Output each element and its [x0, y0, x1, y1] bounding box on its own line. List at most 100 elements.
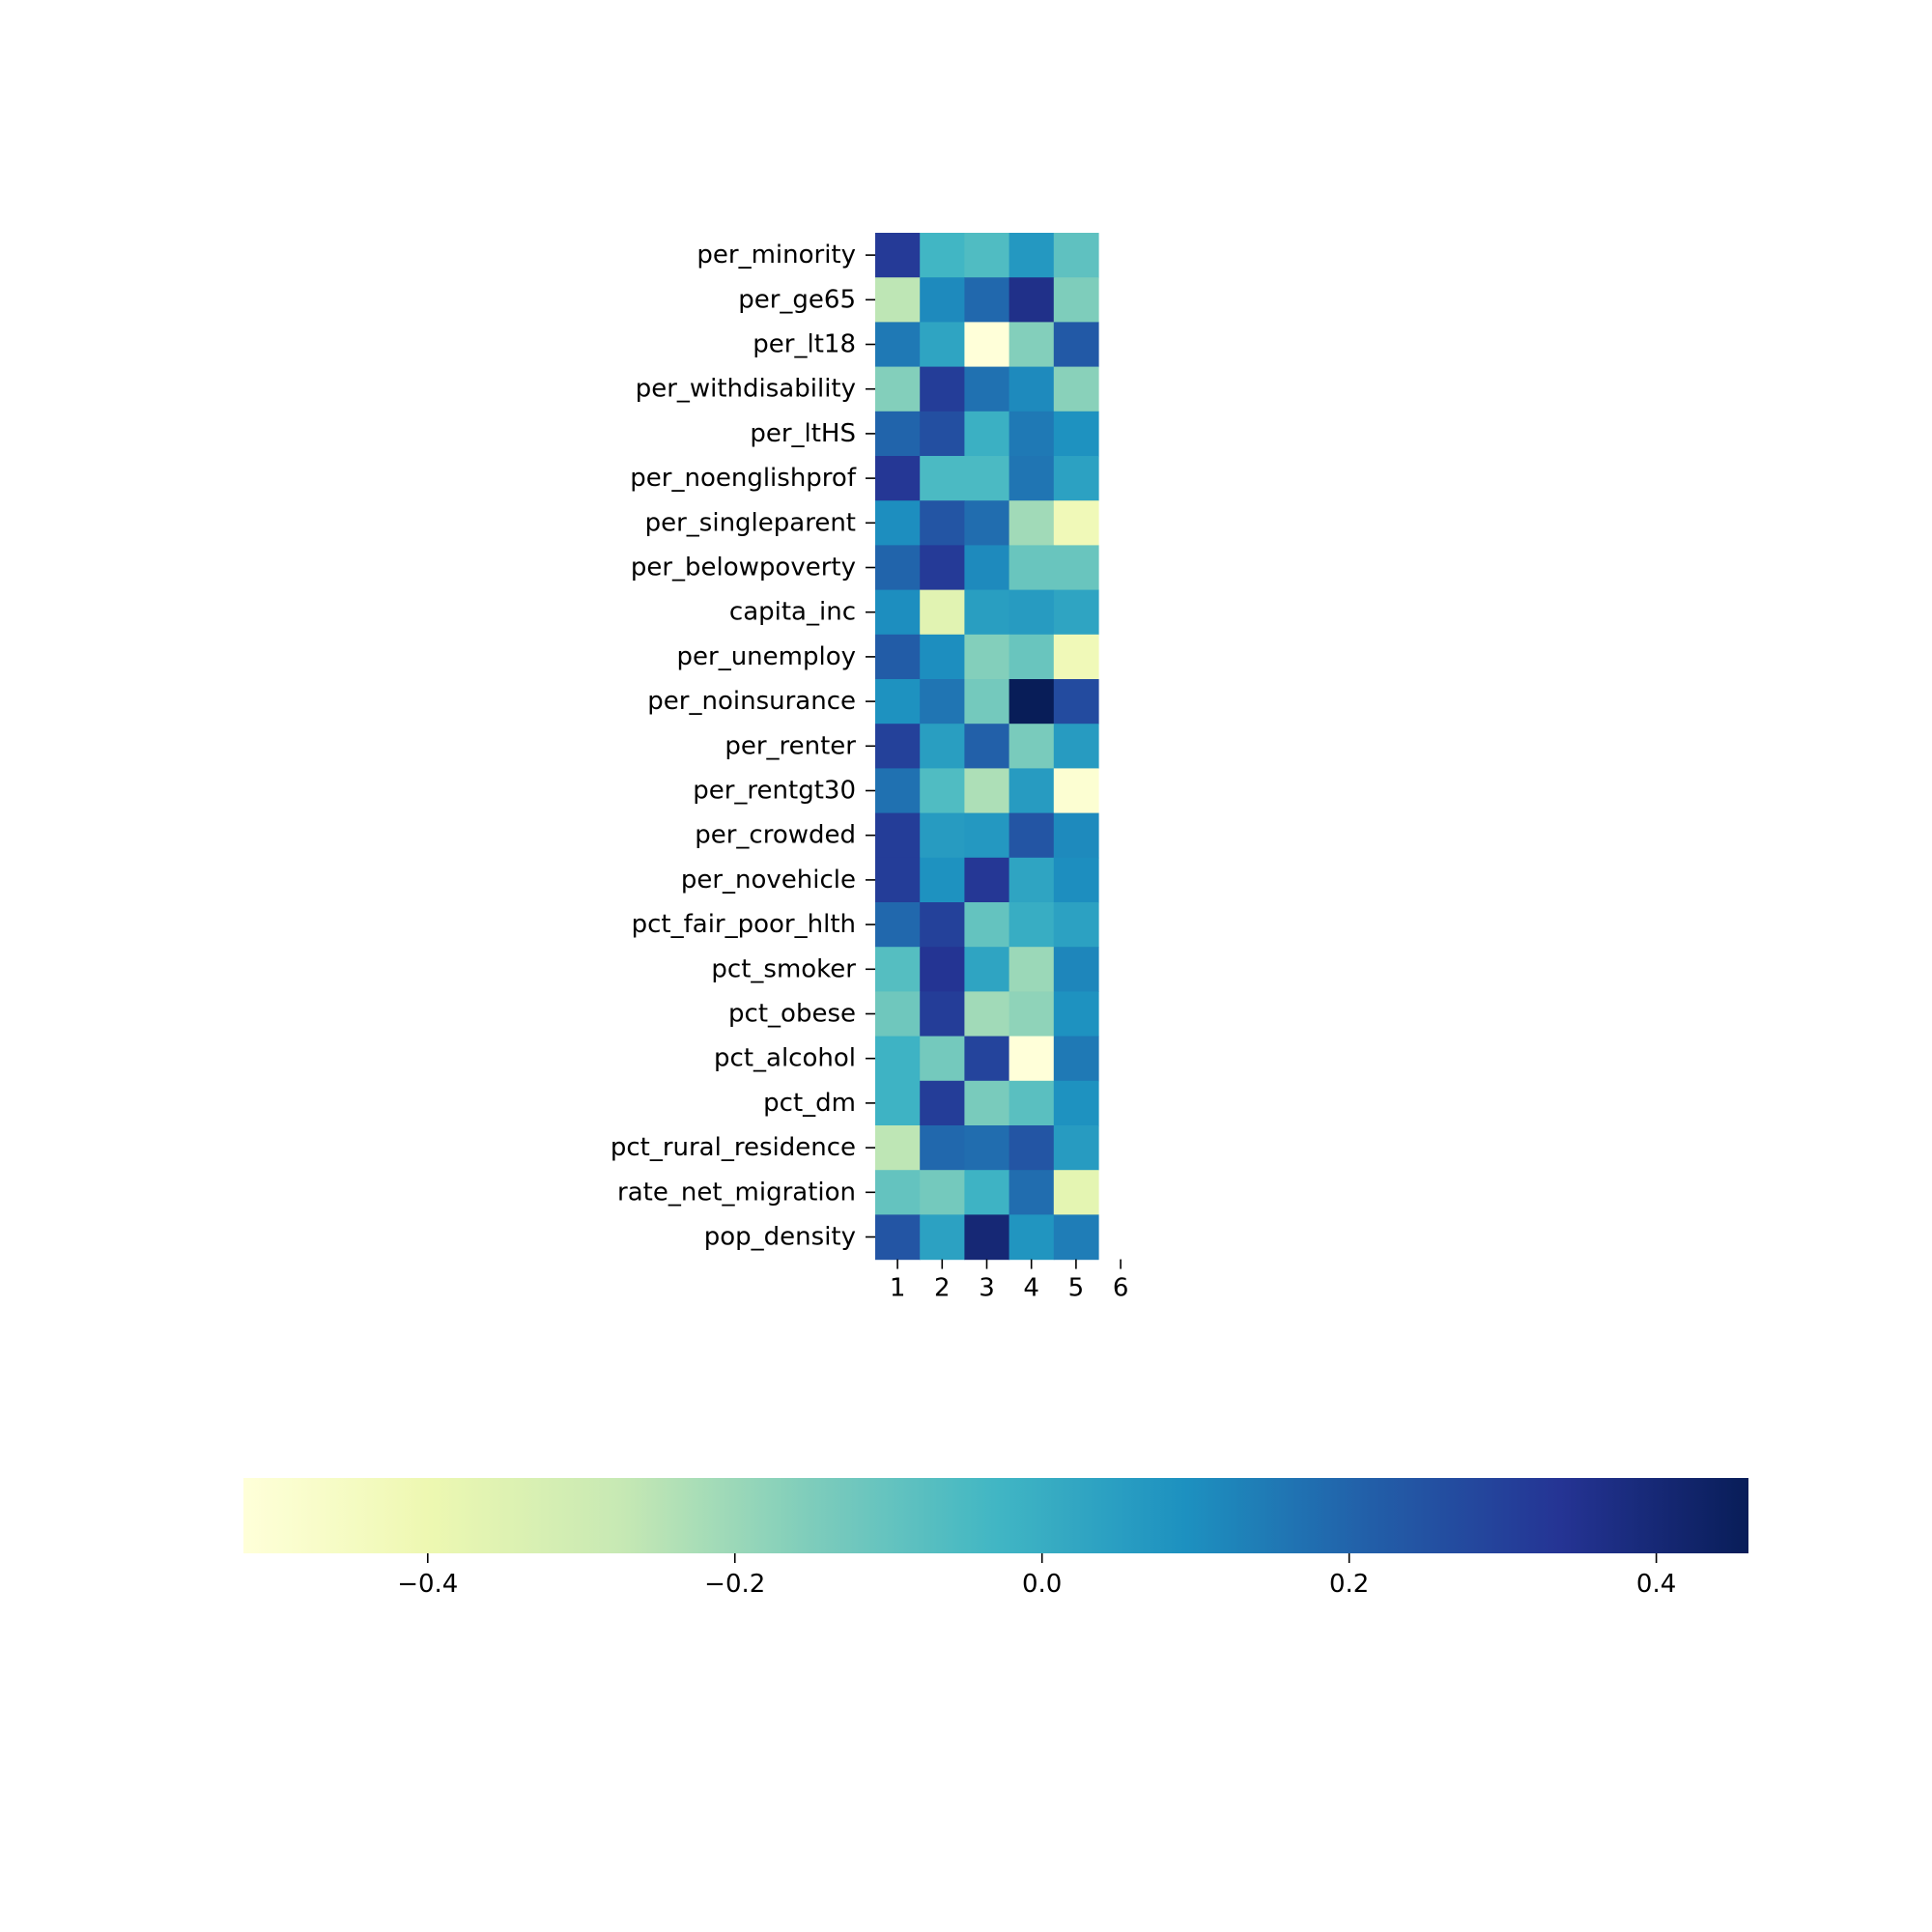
- heatmap-cell: [920, 857, 965, 903]
- heatmap-cell: [920, 1125, 965, 1171]
- heatmap-cell: [875, 991, 921, 1037]
- heatmap-cell: [1053, 1080, 1099, 1126]
- row-label: per_novehicle: [681, 866, 856, 895]
- heatmap-cell: [875, 902, 921, 948]
- heatmap-cell: [875, 724, 921, 769]
- heatmap-cell: [1009, 545, 1055, 591]
- heatmap-cell: [964, 1170, 1010, 1215]
- heatmap-cell: [920, 1036, 965, 1082]
- heatmap-cell: [1009, 1125, 1055, 1171]
- heatmap-cell: [1053, 545, 1099, 591]
- column-label: 2: [934, 1274, 951, 1303]
- heatmap-cell: [920, 500, 965, 546]
- heatmap-cell: [964, 1125, 1010, 1171]
- row-label: per_crowded: [695, 821, 856, 850]
- colorbar-ticks: −0.4 −0.2 0.0 0.2 0.4: [397, 1553, 1676, 1599]
- column-label: 4: [1023, 1274, 1039, 1303]
- heatmap-cell: [1009, 947, 1055, 992]
- heatmap-cell: [964, 500, 1010, 546]
- heatmap-cell: [1009, 1214, 1055, 1261]
- row-label: per_singleparent: [645, 508, 856, 537]
- heatmap-cell: [1053, 679, 1099, 724]
- heatmap-cell: [1053, 768, 1099, 814]
- heatmap-cell: [920, 233, 965, 278]
- heatmap-cell: [964, 812, 1010, 859]
- heatmap-cell: [875, 500, 921, 546]
- heatmap-cell: [1053, 812, 1099, 859]
- heatmap-cell: [1009, 277, 1055, 323]
- heatmap-cell: [920, 947, 965, 992]
- heatmap-cell: [920, 411, 965, 457]
- heatmap-cell: [1009, 812, 1055, 859]
- heatmap-cell: [1009, 456, 1055, 501]
- heatmap-cell: [964, 857, 1010, 903]
- heatmap-cell: [964, 679, 1010, 724]
- heatmap-cell: [920, 679, 965, 724]
- heatmap-cell: [1053, 500, 1099, 546]
- heatmap-cell: [875, 1125, 921, 1171]
- heatmap-cell: [1009, 679, 1055, 724]
- heatmap-cell: [1053, 233, 1099, 278]
- row-label: per_minority: [696, 241, 856, 270]
- heatmap-cell: [964, 322, 1010, 368]
- row-label: per_withdisability: [636, 375, 856, 404]
- heatmap-cell: [964, 768, 1010, 814]
- heatmap-cell: [875, 589, 921, 636]
- heatmap-cell: [964, 634, 1010, 680]
- heatmap-cell: [1009, 411, 1055, 457]
- row-label: pop_density: [704, 1223, 856, 1252]
- heatmap-cell: [1053, 411, 1099, 457]
- heatmap-cell: [1009, 724, 1055, 769]
- row-labels: per_minority per_ge65 per_lt18 per_withdisa…: [611, 241, 875, 1252]
- heatmap-cell: [1009, 589, 1055, 636]
- row-label: pct_smoker: [711, 954, 856, 983]
- heatmap-cell: [964, 947, 1010, 992]
- heatmap-cell: [920, 634, 965, 680]
- heatmap-cell: [875, 411, 921, 457]
- row-label: per_belowpoverty: [631, 554, 856, 582]
- column-label: 6: [1113, 1274, 1129, 1303]
- heatmap-cell: [920, 322, 965, 368]
- heatmap-cell: [1053, 1170, 1099, 1215]
- row-label: per_ge65: [738, 285, 856, 314]
- heatmap-cell: [920, 1170, 965, 1215]
- row-label: per_ltHS: [750, 419, 856, 448]
- heatmap-cell: [1053, 991, 1099, 1037]
- heatmap-cell: [1053, 902, 1099, 948]
- row-label: per_noenglishprof: [630, 464, 857, 493]
- heatmap-cell: [1053, 947, 1099, 992]
- heatmap-cell: [1053, 1125, 1099, 1171]
- heatmap-cell: [875, 812, 921, 859]
- heatmap-cell: [964, 456, 1010, 501]
- heatmap-cell: [1053, 366, 1099, 412]
- heatmap-cell: [1009, 1170, 1055, 1215]
- row-label: pct_obese: [728, 1000, 856, 1029]
- heatmap-cell: [1009, 768, 1055, 814]
- heatmap-cell: [920, 902, 965, 948]
- heatmap-cell: [1009, 857, 1055, 903]
- heatmap-cell: [964, 1080, 1010, 1126]
- heatmap-cell: [1053, 456, 1099, 501]
- row-label: pct_rural_residence: [611, 1133, 856, 1162]
- heatmap-cell: [1009, 1080, 1055, 1126]
- heatmap-cell: [875, 1170, 921, 1215]
- heatmap-cell: [964, 1036, 1010, 1082]
- heatmap-cell: [875, 1036, 921, 1082]
- heatmap-cell: [920, 812, 965, 859]
- heatmap-cell: [1009, 366, 1055, 412]
- heatmap-cell: [1053, 634, 1099, 680]
- heatmap-cell: [875, 1080, 921, 1126]
- colorbar-tick-label: 0.4: [1636, 1570, 1676, 1599]
- heatmap-cell: [875, 947, 921, 992]
- heatmap-cell: [920, 545, 965, 591]
- heatmap-cell: [964, 411, 1010, 457]
- row-label: pct_dm: [763, 1089, 856, 1118]
- heatmap-cell: [1053, 1214, 1099, 1261]
- colorbar-tick-label: 0.2: [1329, 1570, 1369, 1599]
- heatmap-cell: [875, 857, 921, 903]
- heatmap-cell: [964, 589, 1010, 636]
- heatmap-cell: [875, 634, 921, 680]
- heatmap-cell: [1009, 233, 1055, 278]
- heatmap-cell: [1009, 902, 1055, 948]
